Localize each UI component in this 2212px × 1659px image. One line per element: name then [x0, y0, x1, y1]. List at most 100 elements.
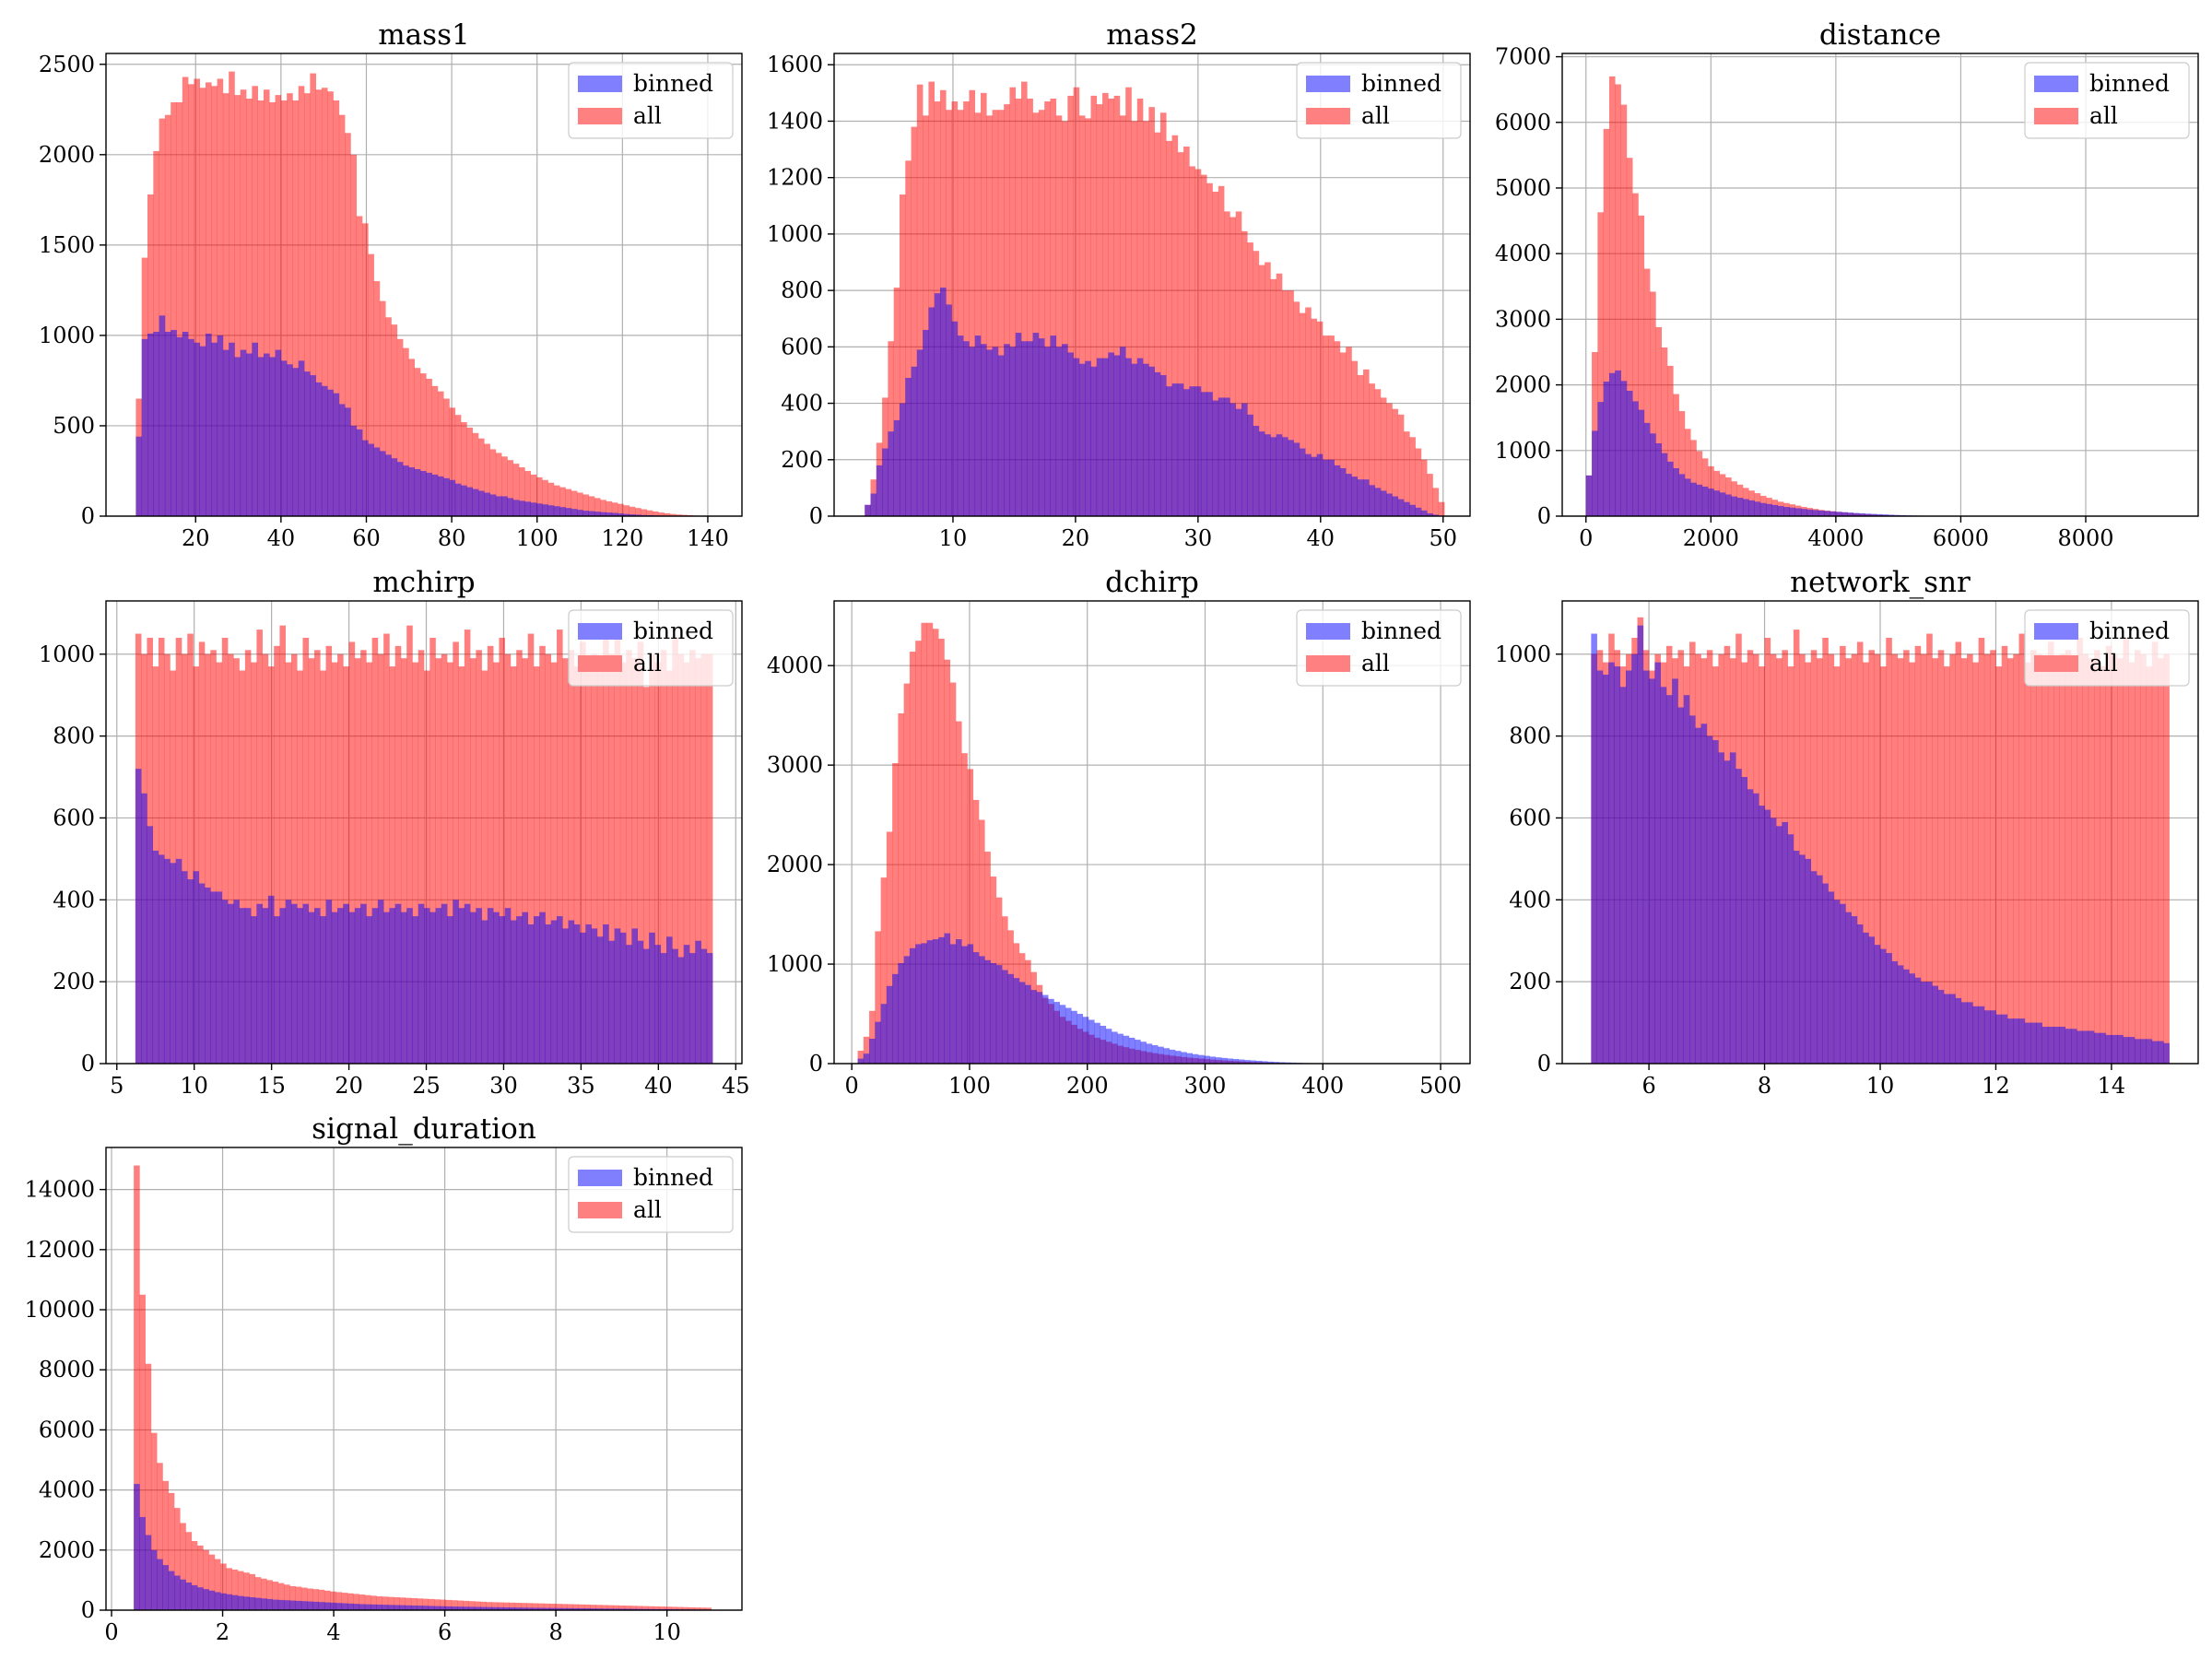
all-bar — [1972, 662, 1979, 1064]
binned-bar — [1241, 403, 1248, 516]
all-bar — [431, 385, 439, 516]
binned-bar — [277, 1599, 285, 1610]
binned-bar — [458, 908, 465, 1064]
binned-bar — [618, 513, 624, 516]
all-bar — [700, 1607, 706, 1610]
axes-frame — [833, 53, 1471, 517]
all-bar — [532, 1603, 539, 1610]
binned-bar — [1833, 900, 1841, 1064]
binned-bar — [495, 496, 502, 516]
binned-bar — [1812, 510, 1819, 516]
binned-bar — [2059, 1027, 2066, 1064]
binned-bar — [300, 1601, 308, 1610]
all-bar — [327, 91, 334, 516]
all-bar — [1914, 645, 1922, 1064]
binned-bar — [1140, 1041, 1147, 1064]
binned-bar — [1770, 818, 1777, 1064]
binned-bar — [399, 1605, 406, 1610]
binned-bar — [1273, 1062, 1279, 1064]
binned-bar — [1870, 513, 1877, 516]
binned-bar — [1163, 1048, 1170, 1064]
y-tick-label: 800 — [781, 277, 823, 303]
binned-bar — [1865, 513, 1871, 516]
binned-bar — [290, 903, 298, 1064]
binned-bar — [449, 479, 456, 516]
y-tick-label: 400 — [53, 887, 95, 912]
all-bar — [600, 500, 606, 516]
binned-bar — [1794, 508, 1802, 516]
all-bar — [464, 629, 471, 1064]
all-bar — [1224, 211, 1230, 517]
binned-bar — [205, 887, 211, 1064]
binned-bar — [1754, 501, 1761, 516]
binned-bar — [1143, 363, 1149, 516]
all-bar — [262, 653, 269, 1064]
all-bar — [562, 658, 569, 1064]
all-bar — [1270, 278, 1277, 516]
all-bar — [903, 683, 911, 1064]
binned-bar — [524, 501, 531, 516]
binned-bar — [572, 1607, 580, 1610]
binned-bar — [1783, 507, 1790, 516]
binned-bar — [542, 504, 548, 516]
binned-bar — [2053, 1027, 2060, 1064]
binned-bar — [1718, 752, 1724, 1064]
all-bar — [1856, 641, 1864, 1064]
all-bar — [1655, 326, 1663, 516]
all-bar — [310, 73, 316, 516]
all-bar — [308, 658, 315, 1064]
all-bar — [588, 496, 595, 516]
binned-bar — [521, 1607, 527, 1610]
binned-bar — [412, 916, 419, 1064]
panel-mass2: 10 20 30 40 50 0 200 400 600 800 1000 1200 1400 1600 m… — [767, 18, 1471, 551]
x-tick-label: 500 — [1419, 1073, 1462, 1099]
binned-bar — [530, 502, 537, 516]
all-bar — [611, 502, 618, 516]
all-bar — [157, 1463, 163, 1610]
binned-bar — [955, 939, 962, 1064]
all-bar — [1044, 101, 1051, 516]
binned-bar — [642, 948, 650, 1064]
binned-bar — [1592, 430, 1598, 516]
binned-bar — [491, 1606, 499, 1610]
y-tick-label: 400 — [1509, 887, 1551, 912]
binned-bar — [1810, 871, 1818, 1064]
binned-bar — [147, 826, 153, 1064]
binned-bar — [324, 1602, 331, 1610]
binned-bar — [932, 939, 939, 1064]
binned-bar — [507, 498, 514, 516]
binned-bar — [145, 1535, 152, 1610]
binned-bar — [1215, 1057, 1222, 1064]
all-bar — [905, 160, 912, 516]
binned-bar — [614, 928, 621, 1064]
all-bar — [205, 653, 211, 1064]
binned-bar — [1206, 392, 1213, 516]
binned-bar — [1148, 366, 1155, 516]
binned-bar — [571, 509, 578, 516]
binned-bar — [503, 1606, 510, 1610]
binned-bar — [254, 1597, 262, 1610]
binned-bar — [168, 1571, 175, 1610]
binned-bar — [1067, 352, 1074, 516]
binned-bar — [1759, 502, 1767, 516]
all-bar — [944, 659, 951, 1064]
all-bar — [1235, 211, 1242, 517]
all-bar — [601, 1605, 608, 1610]
binned-bar — [921, 943, 927, 1064]
all-bar — [635, 508, 641, 516]
all-bar — [254, 1577, 262, 1610]
x-tick-label: 5 — [110, 1073, 124, 1099]
x-tick-label: 100 — [948, 1073, 991, 1099]
x-tick-label: 12 — [1982, 1073, 2010, 1099]
binned-bar — [150, 1549, 158, 1610]
binned-bar — [2105, 1034, 2112, 1064]
all-bar — [491, 1602, 499, 1610]
all-bar — [705, 1607, 712, 1610]
binned-bar — [228, 903, 234, 1064]
binned-bar — [350, 425, 358, 516]
binned-bar — [1050, 335, 1057, 516]
binned-bar — [577, 510, 583, 516]
all-bar — [659, 1606, 666, 1610]
binned-bar — [181, 871, 188, 1064]
binned-bar — [1186, 1053, 1193, 1064]
